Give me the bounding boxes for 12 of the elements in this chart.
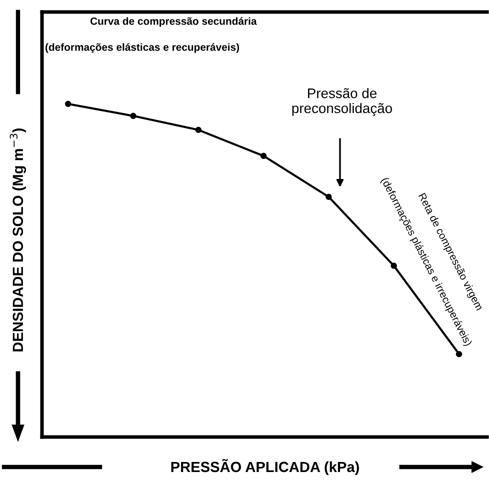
point — [130, 112, 136, 120]
x-axis-title: PRESSÃO APLICADA (kPa) — [171, 458, 359, 476]
point — [456, 350, 462, 358]
point — [326, 194, 332, 200]
text: Curva de compressão secundária — [90, 17, 257, 27]
annotation: Pressão de preconsolidação — [292, 88, 392, 116]
y-axis-title: DENSIDADE DO SOLO (Mg m$^{−3}$) — [10, 128, 26, 352]
point — [64, 100, 72, 108]
point — [195, 126, 202, 134]
point — [260, 152, 267, 160]
text: (deformações elásticas e recuperáveis) — [46, 43, 240, 53]
point — [390, 262, 397, 269]
